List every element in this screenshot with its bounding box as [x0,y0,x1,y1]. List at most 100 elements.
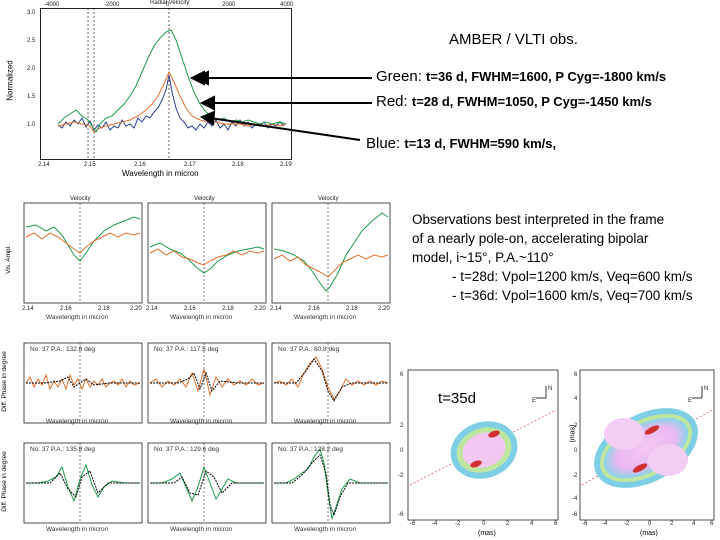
vis-panel [271,202,391,304]
model-x-tick: 6 [554,521,558,527]
phase-ylabel: Diff. Phase in degree [0,351,8,412]
phase-panel [271,442,391,524]
model-x-tick: 2 [670,521,674,527]
model-x-tick: 0 [482,521,486,527]
model-y-tick: 0 [574,448,578,454]
spectrum-v-tick: 4000 [280,2,294,8]
vis-panel [23,202,143,304]
model-x-tick: 4 [530,521,534,527]
model-label: t=35d [438,390,476,407]
model-x-tick: 2 [506,521,510,527]
model-x-tick: -2 [624,521,630,527]
arrow-green-head [189,70,205,86]
model-left [407,369,559,521]
phase-ylabel: Diff. Phase in degree [0,451,8,512]
phase-panel [23,342,143,424]
model-y-tick: -4 [572,496,578,502]
obs-line: - t=36d: Vpol=1600 km/s, Veq=700 km/s [452,288,693,303]
grid-xlabel: Wavelength in micron [170,526,233,533]
compass-e: E [532,398,537,404]
spectrum-y-tick: 3.0 [27,10,36,16]
grid-x-tick: 2.18 [222,306,234,312]
vis-ylabel: Vis. Ampl. [4,245,12,274]
model-xlabel: (mas) [478,530,496,537]
obs-line: - t=28d: Vpol=1200 km/s, Veq=600 km/s [452,269,693,284]
observations-text: Observations best interpreted in the fra… [412,210,693,305]
phase-panel [147,442,267,524]
grid-plots [23,202,391,524]
compass-e: E [688,398,693,404]
arrow-blue-head [199,110,216,126]
spectrum-x-tick: 2.14 [38,162,50,168]
grid-xlabel: Wavelength in micron [294,314,357,321]
vis-panel [147,202,267,304]
grid-x-tick: 2.16 [184,306,196,312]
phase-panel [271,342,391,424]
spectrum-v-tick: 2000 [222,2,236,8]
legend-arrows [189,70,372,141]
spectrum-line-red [57,70,287,133]
spectrum-y-tick: 1.5 [27,94,36,100]
model-y-tick: -6 [572,512,578,518]
grid-x-tick: 2.18 [346,306,358,312]
spectrum-v-tick: -4000 [44,2,60,8]
spectrum-y-tick: 1.0 [27,122,36,128]
spectrum-plot [40,8,292,160]
model-x-tick: -6 [410,521,416,527]
model-right [579,369,715,521]
model-x-tick: -6 [582,521,588,527]
grid-x-tick: 2.14 [146,306,158,312]
legend-red-name: Red [376,93,404,110]
model-y-tick: 2 [400,423,404,429]
legend-red: Red: t=28 d, FWHM=1050, P Cyg=-1450 km/s [376,93,652,110]
spectrum-v-tick: -2000 [104,2,120,8]
spectrum-v-tick: 0 [166,2,170,8]
legend-blue-params: t=13 d, FWHM=590 km/s, [404,136,557,151]
phase-panel [147,342,267,424]
grid-xlabel: Wavelength in micron [170,314,233,321]
model-x-tick: 0 [648,521,652,527]
obs-line: Observations best interpreted in the fra… [412,212,665,227]
grid-x-tick: 2.16 [308,306,320,312]
panel-note: No: 37 P.A.: 117.5 deg [154,346,219,353]
spectrum-line-green [57,29,287,133]
grid-top-label: Velocity [194,196,215,202]
grid-xlabel: Wavelength in micron [46,526,109,533]
grid-x-tick: 2.20 [130,306,142,312]
obs-line: of a nearly pole-on, accelerating bipola… [412,231,649,246]
model-x-tick: -2 [455,521,461,527]
grid-xlabel: Wavelength in micron [46,418,109,425]
grid-x-tick: 2.14 [270,306,282,312]
arrow-red-head [199,95,215,111]
spectrum-xlabel: Wavelength in micron [122,169,199,178]
phase-panel [23,442,143,524]
model-y-tick: 2 [574,423,578,429]
panel-note: No: 37 P.A.: 135.8 deg [30,446,95,453]
model-y-tick: 6 [400,372,404,378]
grid-x-tick: 2.16 [60,306,72,312]
model-y-tick: -2 [398,473,404,479]
legend-green: Green: t=36 d, FWHM=1600, P Cyg=-1800 km… [376,68,667,85]
grid-x-tick: 2.20 [378,306,390,312]
grid-x-tick: 2.14 [22,306,34,312]
grid-xlabel: Wavelength in micron [170,418,233,425]
legend-blue-name: Blue [366,135,397,152]
model-y-tick: 6 [574,372,578,378]
spectrum-top-label: Radial Velocity [150,0,190,6]
grid-x-tick: 2.20 [254,306,266,312]
compass-n: N [548,386,553,392]
compass-n: N [704,386,709,392]
legend-blue: Blue: t=13 d, FWHM=590 km/s, [366,135,557,152]
spectrum-ylabel: Normalized [5,60,15,101]
slide-title: AMBER / VLTI obs. [449,31,578,48]
legend-green-name: Green [376,68,418,85]
model-x-tick: 4 [692,521,696,527]
model-xlabel: (mas) [640,530,658,537]
legend-green-params: t=36 d, FWHM=1600, P Cyg=-1800 km/s [426,69,667,84]
model-x-tick: -4 [432,521,438,527]
model-y-tick: -2 [572,473,578,479]
grid-xlabel: Wavelength in micron [294,418,357,425]
model-x-tick: -4 [602,521,608,527]
panel-note: No: 37 P.A.: 129.6 deg [154,446,219,453]
grid-xlabel: Wavelength in micron [294,526,357,533]
